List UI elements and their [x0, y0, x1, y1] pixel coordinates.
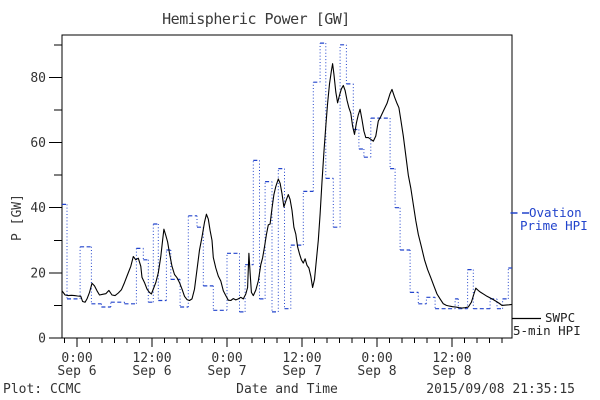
- x-tick-date-label: Sep 6: [57, 364, 96, 379]
- legend-swpc-label-line2: 5-min HPI: [513, 323, 581, 338]
- legend-ovation-label-line2: Prime HPI: [520, 218, 588, 233]
- x-axis-label: Date and Time: [236, 382, 338, 397]
- y-tick-label: 0: [38, 332, 46, 347]
- ovation-series-risers: [66, 43, 509, 312]
- x-tick-time-label: 12:00: [432, 351, 471, 366]
- y-tick-label: 20: [30, 266, 46, 281]
- ovation-series-steps: [62, 42, 512, 313]
- plot-credit: Plot: CCMC: [3, 382, 82, 397]
- plot-frame: [61, 34, 513, 339]
- legend-swpc-label-line1: SWPC: [545, 310, 576, 325]
- x-tick-date-label: Sep 8: [432, 364, 471, 379]
- plot-timestamp: 2015/09/08 21:35:15: [426, 382, 575, 397]
- chart-title: Hemispheric Power [GW]: [162, 10, 350, 28]
- x-tick-date-label: Sep 7: [282, 364, 321, 379]
- x-tick-time-label: 12:00: [282, 351, 321, 366]
- swpc-series-line: [61, 63, 513, 309]
- x-tick-time-label: 0:00: [61, 351, 92, 366]
- y-tick-label: 80: [30, 71, 46, 86]
- x-tick-time-label: 0:00: [211, 351, 242, 366]
- x-tick-date-label: Sep 8: [357, 364, 396, 379]
- legend-ovation-label-line1: Ovation: [529, 205, 582, 220]
- y-tick-label: 40: [30, 201, 46, 216]
- x-tick-date-label: Sep 7: [207, 364, 246, 379]
- x-tick-time-label: 12:00: [132, 351, 171, 366]
- x-tick-time-label: 0:00: [361, 351, 392, 366]
- x-tick-date-label: Sep 6: [132, 364, 171, 379]
- y-tick-label: 60: [30, 136, 46, 151]
